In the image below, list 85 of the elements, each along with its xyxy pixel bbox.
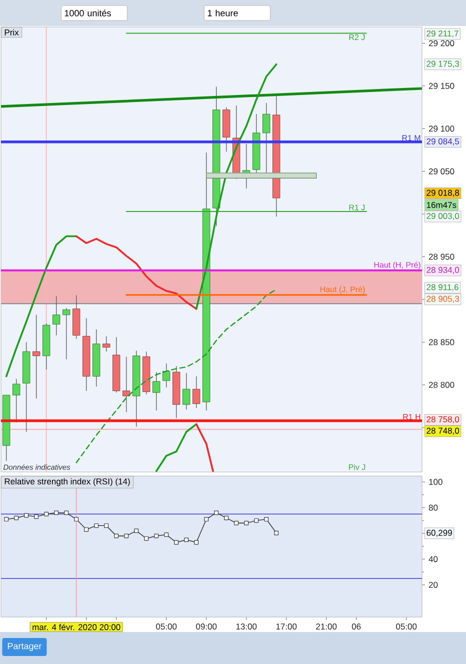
point xyxy=(24,513,29,518)
point xyxy=(84,527,89,532)
candlestick xyxy=(12,378,20,423)
text: 1000 unités xyxy=(64,10,111,16)
point xyxy=(124,534,129,538)
chart-title: Relative strength index (RSI) (14) xyxy=(4,478,130,486)
text: 28 905,3 xyxy=(426,296,460,303)
x-tick-label: 09:00 xyxy=(196,624,217,630)
candlestick xyxy=(162,363,170,388)
point xyxy=(264,517,269,522)
text: 28 748,0 xyxy=(426,428,460,435)
candlestick xyxy=(192,376,200,408)
x-tick-label: 17:00 xyxy=(276,624,297,630)
point xyxy=(144,536,149,541)
candlestick xyxy=(182,372,190,410)
candlestick xyxy=(102,336,110,352)
y-tick-label: 20 xyxy=(428,582,438,588)
point xyxy=(224,516,229,520)
point xyxy=(174,540,179,545)
point xyxy=(74,517,79,522)
text: 28 911,6 xyxy=(426,284,458,292)
y-tick-label: 28 950 xyxy=(428,254,454,260)
point xyxy=(214,510,219,515)
x-tick-label: 05:00 xyxy=(156,624,177,630)
point xyxy=(274,530,279,536)
point xyxy=(44,512,49,516)
y-tick-label: 100 xyxy=(429,478,442,485)
candlestick xyxy=(122,356,130,413)
y-tick-label: 29 200 xyxy=(428,40,454,46)
x-tick-label: 13:00 xyxy=(236,624,257,630)
point xyxy=(184,538,189,542)
point xyxy=(254,518,259,523)
text: 16m47s xyxy=(426,202,456,208)
line-series xyxy=(75,235,198,310)
point xyxy=(244,520,249,526)
text: Partager xyxy=(8,642,42,652)
ref-line-label: mar. 4 févr. 2020 20:00 xyxy=(32,624,120,630)
candlestick xyxy=(152,372,160,411)
y-tick-label: 29 050 xyxy=(428,168,454,174)
y-tick-label: 40 xyxy=(428,556,438,562)
point xyxy=(154,534,159,538)
point xyxy=(234,520,239,526)
series-label: R1 H xyxy=(403,414,420,420)
x-tick-label: 05:00 xyxy=(396,624,417,630)
y-tick-label: 28 850 xyxy=(428,339,454,346)
y-tick-label: 28 800 xyxy=(428,382,454,388)
point xyxy=(14,516,19,520)
point xyxy=(64,510,69,515)
point xyxy=(94,523,99,528)
data-label: 29 084,5 xyxy=(426,138,460,146)
y-tick-label: 80 xyxy=(428,504,438,511)
line-series xyxy=(155,423,198,472)
point xyxy=(134,528,139,534)
x-tick-label: 06 xyxy=(352,624,361,630)
text: 29 003,0 xyxy=(426,212,460,220)
text: 1 heure xyxy=(208,10,238,16)
series-label: R1 J xyxy=(349,204,365,210)
text: 29 018,8 xyxy=(426,190,460,197)
candlestick xyxy=(32,314,40,399)
line-series xyxy=(195,63,278,310)
x-tick-label: 21:00 xyxy=(316,624,337,630)
series-label: Haut (J, Pré) xyxy=(320,286,365,294)
point xyxy=(104,523,109,528)
point xyxy=(114,534,119,538)
data-label: 28 758,0 xyxy=(426,416,460,424)
point xyxy=(204,517,209,522)
annotation: Piv J xyxy=(348,464,366,470)
point xyxy=(34,514,39,519)
data-label: 28 934,0 xyxy=(426,266,460,274)
point xyxy=(4,517,9,522)
y-tick-label: 29 100 xyxy=(428,126,454,132)
line-series xyxy=(5,235,78,378)
text: 29 211,7 xyxy=(426,30,458,38)
series-label: R2 J xyxy=(349,34,365,40)
text: 29 175,3 xyxy=(426,60,460,68)
text: 60,299 xyxy=(426,530,452,537)
y-tick-label: 29 150 xyxy=(428,82,454,89)
candlestick xyxy=(52,296,60,336)
point xyxy=(164,532,169,537)
series-label: R1 M xyxy=(402,135,420,141)
series-label: Haut (H, Pré) xyxy=(374,262,420,270)
point xyxy=(194,540,199,545)
candlestick xyxy=(62,308,70,360)
point xyxy=(54,510,59,515)
chart-title: Prix xyxy=(4,29,19,36)
